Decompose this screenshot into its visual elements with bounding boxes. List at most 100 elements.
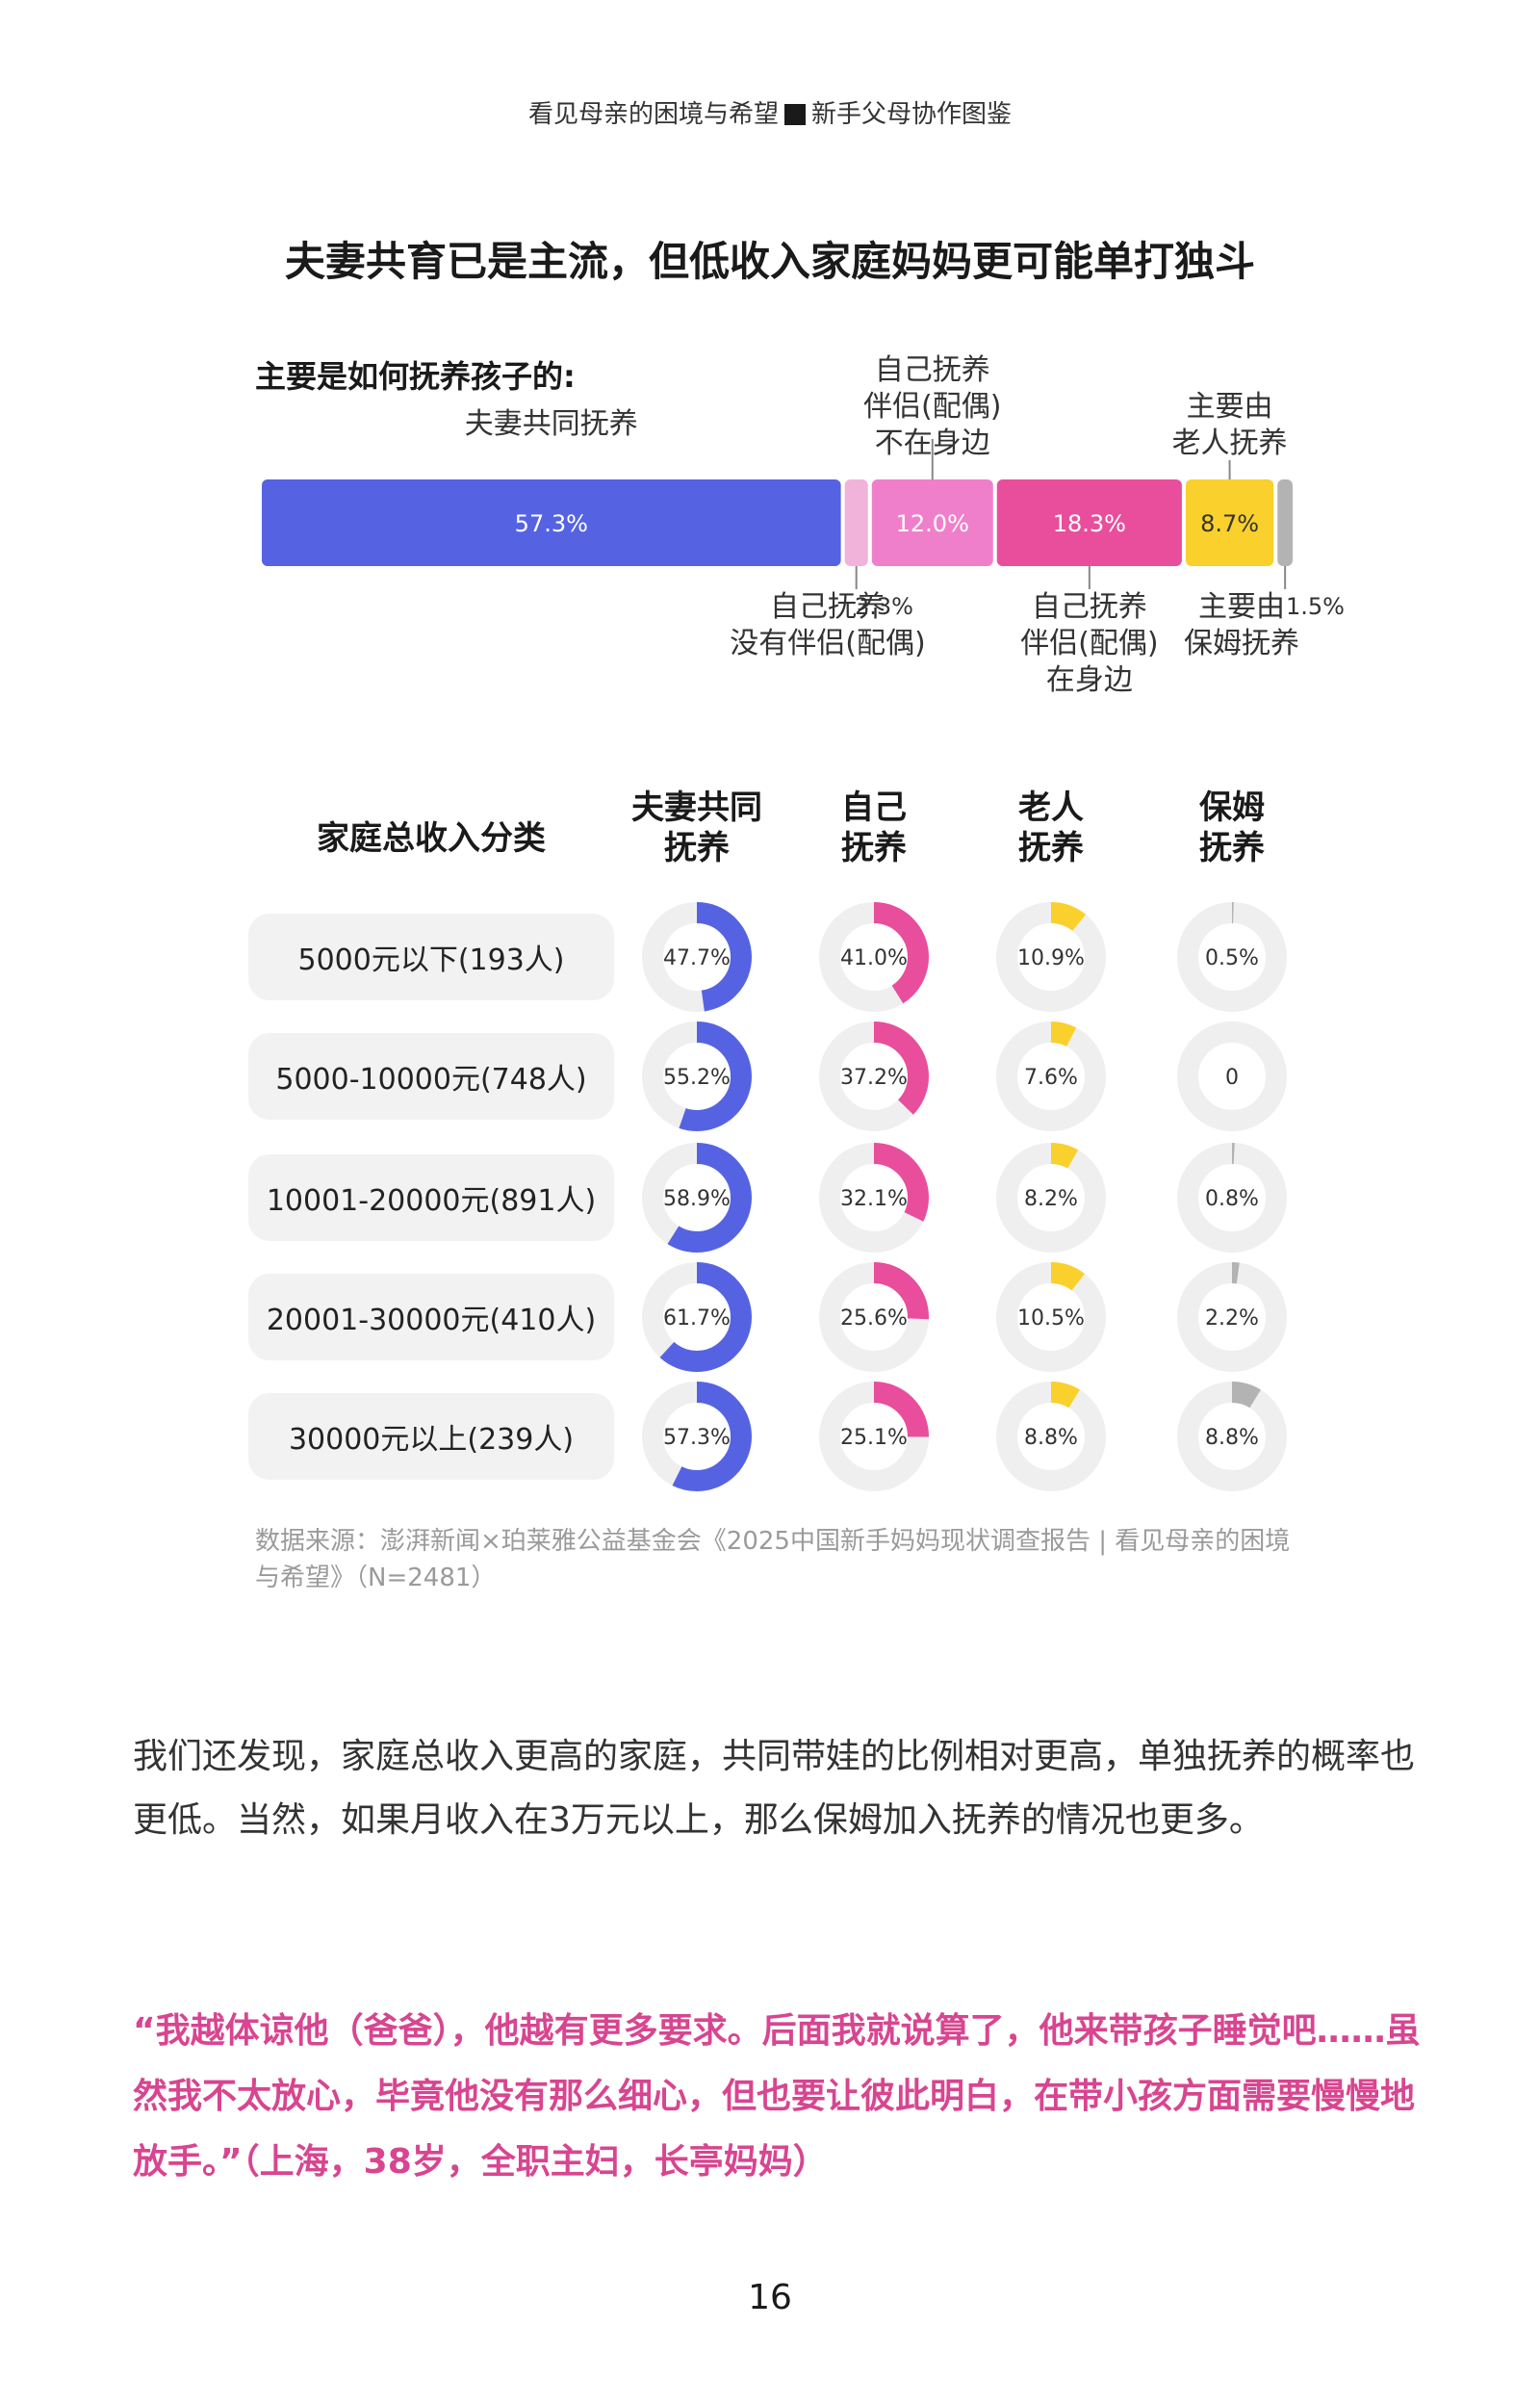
- income-row-label-2: 10001-20000元(891人): [248, 1154, 614, 1241]
- segment-label-single-absent: 自己抚养 伴侣(配偶) 不在身边: [863, 353, 1002, 460]
- donut-2-0: 58.9%: [642, 1143, 752, 1253]
- chart-title: 夫妻共育已是主流，但低收入家庭妈妈更可能单打独斗: [284, 238, 1255, 285]
- donut-value-label: 8.8%: [1024, 1426, 1078, 1450]
- bar-segment-1: [844, 479, 868, 566]
- donut-arc: [819, 1262, 929, 1372]
- bar-segment-4: [1185, 479, 1274, 566]
- donut-arc: [1177, 902, 1287, 1012]
- donut-1-3: 0: [1177, 1021, 1287, 1131]
- donut-value-label: 41.0%: [840, 946, 908, 970]
- donut-column-header-2: 老人 抚养: [1018, 788, 1084, 867]
- income-row-label-3: 20001-30000元(410人): [248, 1274, 614, 1360]
- donut-1-0: 55.2%: [642, 1021, 752, 1131]
- segment-label-single-no-partner: 自己抚养 没有伴侣(配偶): [730, 590, 926, 660]
- donut-column-header-3: 保姆 抚养: [1199, 788, 1265, 867]
- page-header: 看见母亲的困境与希望 新手父母协作图鉴: [0, 94, 1540, 130]
- donut-1-2: 7.6%: [996, 1021, 1106, 1131]
- donut-0-0: 47.7%: [642, 902, 752, 1012]
- donut-3-2: 10.5%: [996, 1262, 1106, 1372]
- donut-arc: [1177, 1262, 1287, 1372]
- donut-arc: [996, 902, 1106, 1012]
- segment-value-single-no-partner: 2.3%: [855, 593, 913, 620]
- segment-label-elder: 主要由 老人抚养: [1171, 390, 1288, 460]
- bar-chart-question: 主要是如何抚养孩子的:: [255, 358, 576, 395]
- donut-arc: [819, 1021, 929, 1131]
- donut-2-1: 32.1%: [819, 1143, 929, 1253]
- donut-2-2: 8.2%: [996, 1143, 1106, 1253]
- stacked-bar-chart: 57.3% 12.0% 18.3% 8.7%: [262, 439, 1293, 589]
- donut-value-label: 57.3%: [663, 1426, 731, 1450]
- donut-value-label: 25.6%: [840, 1306, 908, 1331]
- segment-value-nanny: 1.5%: [1286, 593, 1345, 620]
- donut-4-0: 57.3%: [642, 1382, 752, 1491]
- interview-quote: “我越体谅他（爸爸），他越有更多要求。后面我就说算了，他来带孩子睡觉吧……虽然我…: [133, 2011, 1421, 2182]
- donut-arc: [1177, 1382, 1287, 1491]
- income-row-label-1: 5000-10000元(748人): [248, 1033, 614, 1120]
- donut-value-label: 10.5%: [1017, 1306, 1085, 1331]
- bar-segment-3: [996, 479, 1182, 566]
- donut-value-label: 0: [1225, 1066, 1239, 1090]
- donut-arc: [1177, 1143, 1287, 1253]
- donut-0-1: 41.0%: [819, 902, 929, 1012]
- header-separator-square: [784, 104, 806, 125]
- segment-label-couple: 夫妻共同抚养: [464, 407, 638, 441]
- donut-0-2: 10.9%: [996, 902, 1106, 1012]
- donut-4-3: 8.8%: [1177, 1382, 1287, 1491]
- segment-label-single-present: 自己抚养 伴侣(配偶) 在身边: [1020, 590, 1159, 697]
- donut-value-label: 7.6%: [1024, 1066, 1078, 1090]
- donut-value-label: 0.8%: [1205, 1187, 1259, 1211]
- header-left-text: 看见母亲的困境与希望: [527, 100, 779, 129]
- donut-arc: [642, 902, 752, 1012]
- donut-4-2: 8.8%: [996, 1382, 1106, 1491]
- donut-arc: [642, 1021, 752, 1131]
- bar-value-label-0: 57.3%: [515, 510, 588, 537]
- donut-arc: [996, 1382, 1106, 1491]
- donut-arc: [642, 1143, 752, 1253]
- header-right-text: 新手父母协作图鉴: [811, 100, 1013, 129]
- donut-value-label: 32.1%: [840, 1187, 908, 1211]
- donut-value-label: 37.2%: [840, 1066, 908, 1090]
- donut-3-3: 2.2%: [1177, 1262, 1287, 1372]
- bar-segment-2: [871, 479, 993, 566]
- donut-0-3: 0.5%: [1177, 902, 1287, 1012]
- donut-value-label: 2.2%: [1205, 1306, 1259, 1331]
- donut-value-label: 10.9%: [1017, 946, 1085, 970]
- segment-label-nanny: 主要由 保姆抚养: [1184, 590, 1299, 660]
- donut-arc: [996, 1021, 1106, 1131]
- donut-value-label: 8.8%: [1205, 1426, 1259, 1450]
- donut-1-1: 37.2%: [819, 1021, 929, 1131]
- donut-track: [1177, 1021, 1287, 1131]
- donut-value-label: 25.1%: [840, 1426, 908, 1450]
- donut-2-3: 0.8%: [1177, 1143, 1287, 1253]
- donut-value-label: 55.2%: [663, 1066, 731, 1090]
- donut-column-header-1: 自己 抚养: [841, 788, 907, 867]
- donut-value-label: 58.9%: [663, 1187, 731, 1211]
- donut-3-1: 25.6%: [819, 1262, 929, 1372]
- donut-arc: [642, 1262, 752, 1372]
- donut-4-1: 25.1%: [819, 1382, 929, 1491]
- donut-arc: [642, 1382, 752, 1491]
- donut-arc: [819, 1143, 929, 1253]
- body-paragraph: 我们还发现，家庭总收入更高的家庭，共同带娃的比例相对更高，单独抚养的概率也更低。…: [133, 1737, 1416, 1840]
- donut-value-label: 8.2%: [1024, 1187, 1078, 1211]
- donut-3-0: 61.7%: [642, 1262, 752, 1372]
- donut-value-label: 47.7%: [663, 946, 731, 970]
- donut-arc: [819, 902, 929, 1012]
- donut-arc: [996, 1262, 1106, 1372]
- bar-segment-5: [1277, 479, 1293, 566]
- bar-value-label-3: 18.3%: [1053, 510, 1126, 537]
- donut-grid-chart: 47.7% 41.0% 10.9% 0.5% 55.2% 37.2% 7.6% 0 58.9% 3…: [642, 902, 1287, 1491]
- donut-value-label: 0.5%: [1205, 946, 1259, 970]
- donut-value-label: 61.7%: [663, 1306, 731, 1331]
- bar-value-label-2: 12.0%: [896, 510, 969, 537]
- donut-arc: [819, 1382, 929, 1491]
- page-number: 16: [748, 2278, 792, 2317]
- income-row-label-0: 5000元以下(193人): [248, 914, 614, 1000]
- bar-value-label-4: 8.7%: [1200, 510, 1259, 537]
- income-column-header: 家庭总收入分类: [317, 819, 546, 858]
- donut-arc: [996, 1143, 1106, 1253]
- income-row-label-4: 30000元以上(239人): [248, 1393, 614, 1480]
- donut-column-header-0: 夫妻共同 抚养: [631, 788, 762, 867]
- bar-segment-0: [262, 479, 841, 566]
- data-source-note: 数据来源：澎湃新闻×珀莱雅公益基金会《2025中国新手妈妈现状调查报告 | 看见…: [255, 1527, 1291, 1592]
